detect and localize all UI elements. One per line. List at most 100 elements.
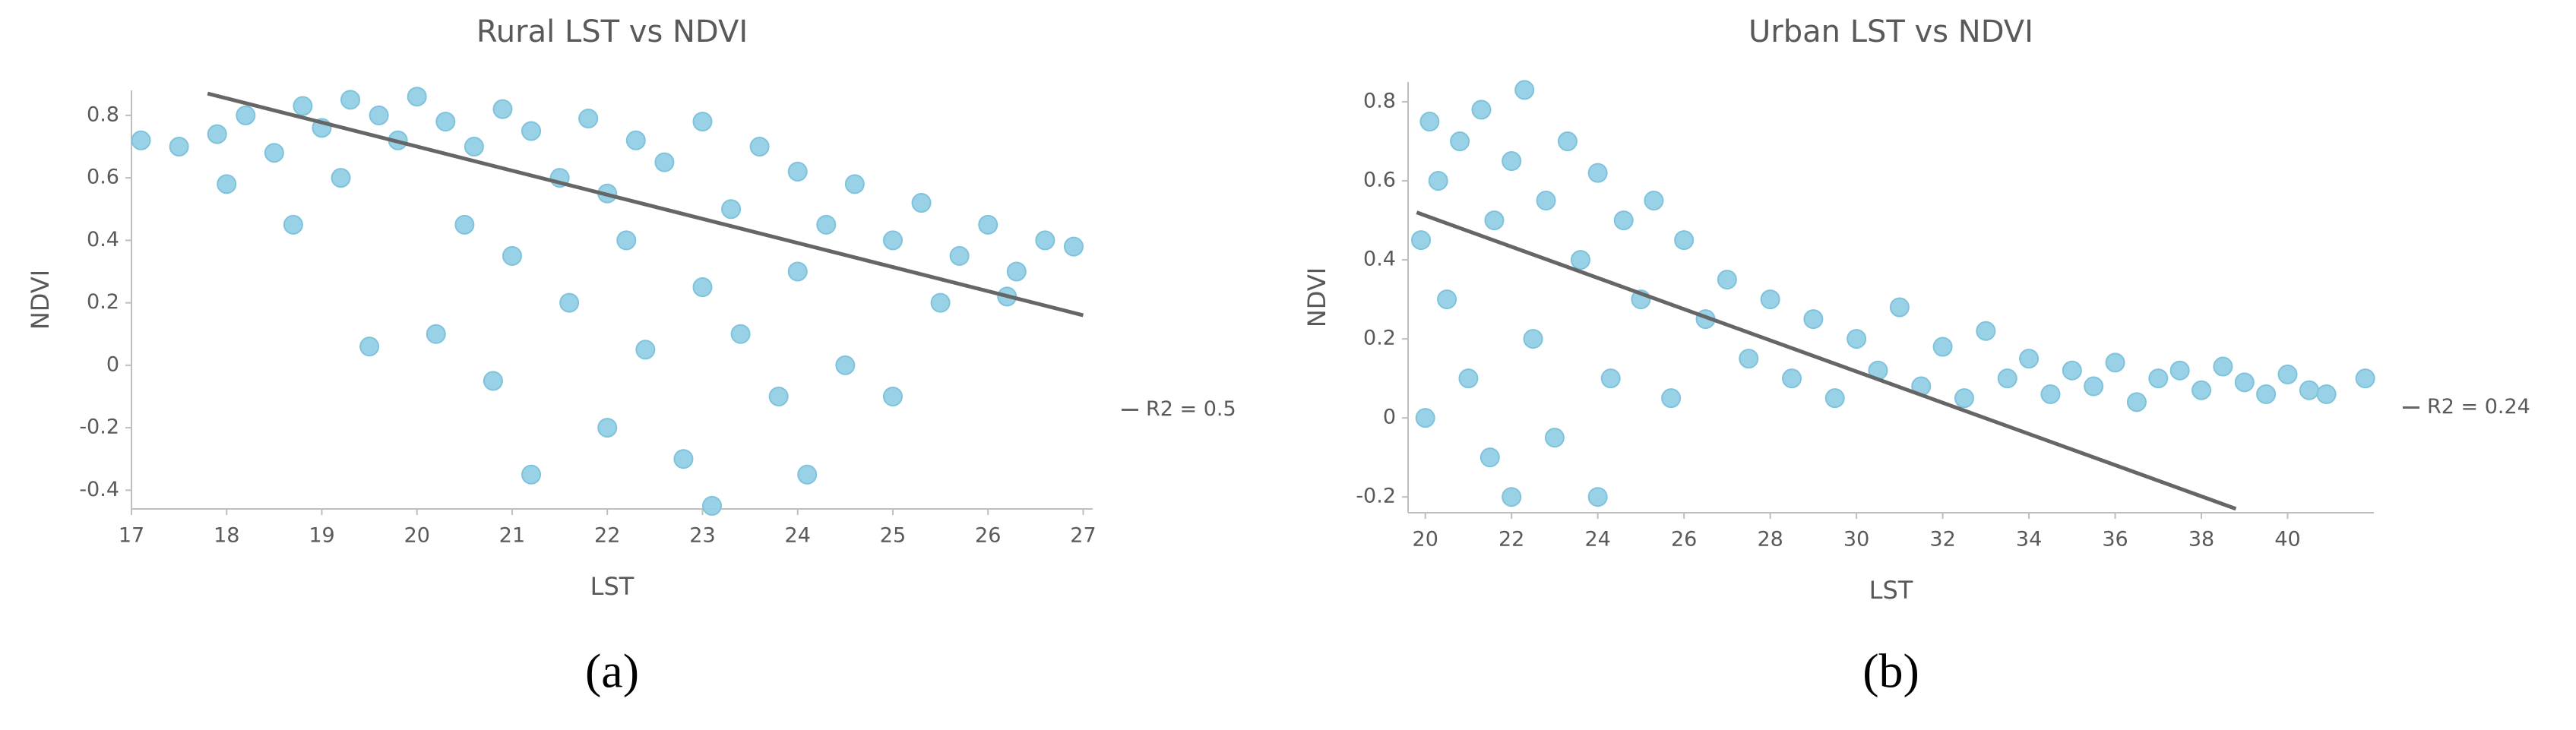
point	[2277, 364, 2298, 384]
point	[1502, 151, 1522, 172]
point	[1587, 163, 1608, 183]
point	[1450, 131, 1470, 152]
x-axis-title: LST	[590, 572, 635, 601]
point	[1415, 408, 1435, 428]
point	[721, 199, 742, 220]
point	[1717, 270, 1737, 290]
x-tick-label: 24	[785, 524, 811, 548]
x-tick-label: 32	[1929, 528, 1955, 551]
point	[2169, 360, 2190, 381]
point	[1997, 368, 2017, 389]
point	[1006, 261, 1027, 282]
point	[331, 168, 351, 188]
point	[1803, 309, 1824, 330]
x-tick-label: 28	[1757, 528, 1783, 551]
point	[930, 292, 951, 313]
y-tick-label: -0.2	[1356, 485, 1396, 508]
point	[797, 464, 818, 485]
point	[1847, 329, 1867, 349]
point	[502, 245, 522, 266]
point	[816, 214, 837, 235]
y-tick-label: 0.8	[87, 103, 119, 126]
point	[236, 105, 256, 125]
point	[2213, 356, 2233, 377]
point	[692, 112, 713, 132]
point	[340, 90, 361, 110]
point	[1954, 388, 1974, 409]
y-axis-title: NDVI	[1302, 267, 1331, 327]
point	[730, 324, 751, 344]
x-tick-label: 26	[975, 524, 1001, 548]
x-tick-label: 21	[499, 524, 525, 548]
point	[597, 418, 618, 438]
point	[616, 230, 637, 251]
point	[702, 495, 723, 516]
point	[1502, 487, 1522, 507]
point	[1570, 250, 1590, 270]
point	[673, 449, 694, 469]
x-tick-label: 24	[1584, 528, 1610, 551]
x-tick-label: 34	[2016, 528, 2042, 551]
point	[1544, 428, 1565, 448]
point	[1674, 230, 1695, 251]
point	[521, 121, 542, 141]
x-tick-label: 20	[1413, 528, 1438, 551]
point	[1557, 131, 1578, 152]
point	[426, 324, 446, 344]
point	[2355, 368, 2375, 389]
point	[2234, 372, 2255, 393]
point	[131, 130, 151, 150]
point	[2191, 380, 2212, 400]
point	[483, 371, 503, 391]
point	[1889, 297, 1910, 318]
trend-label: R2 = 0.24	[2427, 395, 2530, 419]
x-tick-label: 26	[1671, 528, 1697, 551]
y-tick-label: 0.2	[1363, 327, 1396, 350]
point	[464, 137, 484, 157]
y-tick-label: 0	[106, 352, 119, 376]
point	[654, 152, 675, 172]
point	[1523, 329, 1543, 349]
point	[2084, 376, 2104, 397]
point	[1419, 112, 1440, 132]
point	[1484, 210, 1505, 231]
point	[217, 174, 237, 194]
x-tick-label: 20	[404, 524, 430, 548]
point	[835, 355, 856, 375]
point	[1411, 230, 1432, 251]
point	[978, 214, 998, 235]
point	[2126, 392, 2147, 412]
point	[882, 230, 903, 251]
point	[1824, 388, 1845, 409]
y-tick-label: 0.4	[87, 228, 119, 251]
point	[2062, 360, 2082, 381]
x-tick-label: 38	[2188, 528, 2214, 551]
x-tick-label: 17	[119, 524, 144, 548]
point	[787, 161, 808, 182]
trend-label: R2 = 0.5	[1146, 397, 1236, 421]
point	[2316, 384, 2337, 404]
point	[787, 261, 808, 282]
point	[911, 193, 932, 213]
point	[492, 99, 513, 119]
x-tick-label: 19	[309, 524, 334, 548]
y-tick-label: -0.4	[79, 478, 119, 501]
x-tick-label: 27	[1070, 524, 1096, 548]
trend-line	[1416, 210, 2237, 511]
point	[1976, 321, 1996, 341]
y-tick-label: 0.8	[1363, 90, 1396, 113]
point	[1760, 289, 1780, 310]
point	[635, 340, 656, 360]
point	[559, 292, 580, 313]
point	[949, 245, 970, 266]
x-tick-label: 18	[214, 524, 239, 548]
y-tick-label: 0.6	[87, 166, 119, 189]
x-tick-label: 36	[2102, 528, 2128, 551]
point	[1644, 191, 1664, 211]
point	[1781, 368, 1802, 389]
point	[1479, 447, 1500, 468]
point	[207, 124, 227, 144]
point	[454, 214, 475, 235]
point	[1428, 171, 1448, 191]
caption: (b)	[1862, 644, 1919, 698]
